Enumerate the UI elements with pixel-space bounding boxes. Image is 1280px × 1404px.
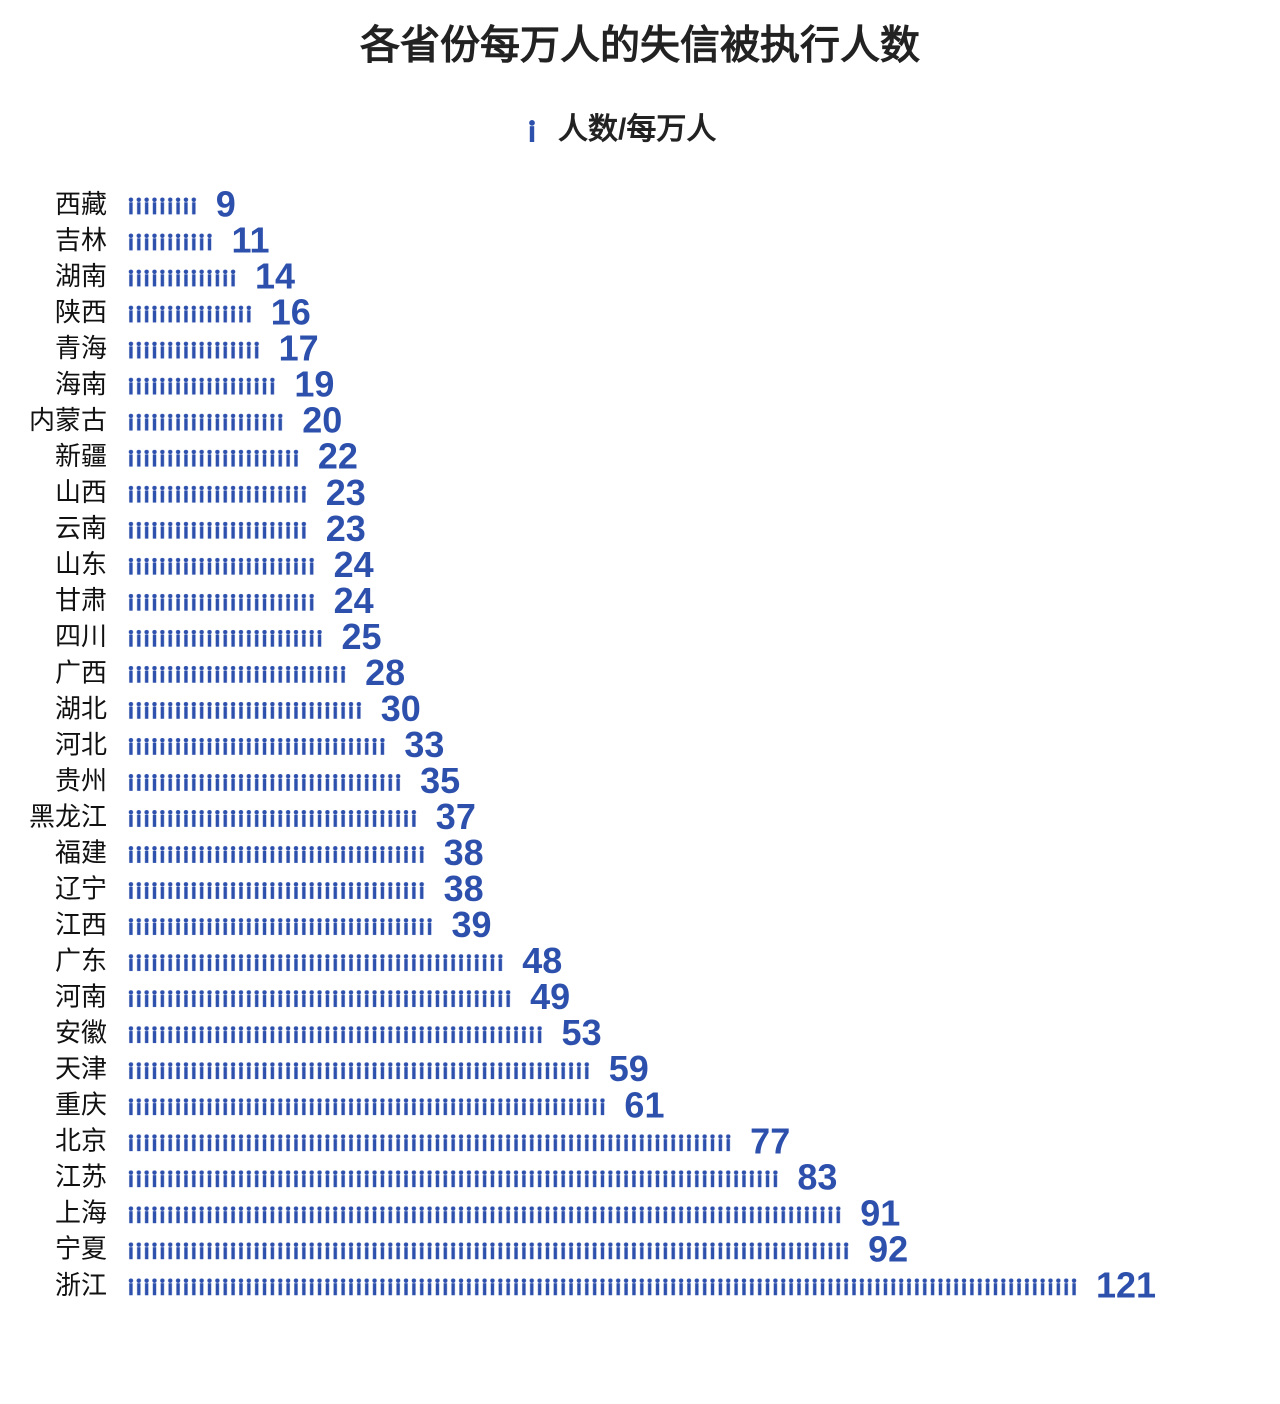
bar bbox=[127, 918, 434, 936]
category-label: 重庆 bbox=[55, 1090, 107, 1120]
value-label: 37 bbox=[436, 796, 476, 837]
category-label: 四川 bbox=[55, 621, 107, 651]
category-label: 浙江 bbox=[55, 1270, 107, 1300]
value-label: 19 bbox=[294, 364, 334, 405]
value-label: 61 bbox=[624, 1084, 664, 1125]
bar bbox=[127, 1278, 1078, 1296]
bar bbox=[127, 1098, 607, 1116]
category-label: 广西 bbox=[55, 657, 107, 687]
category-label: 辽宁 bbox=[55, 873, 107, 903]
category-label: 云南 bbox=[55, 513, 107, 543]
bar bbox=[127, 954, 505, 972]
value-label: 92 bbox=[868, 1228, 908, 1269]
bar bbox=[127, 449, 300, 467]
category-label: 贵州 bbox=[55, 765, 107, 795]
value-label: 25 bbox=[341, 616, 381, 657]
value-label: 16 bbox=[271, 292, 311, 333]
value-label: 35 bbox=[420, 760, 460, 801]
value-label: 11 bbox=[231, 220, 269, 261]
value-label: 83 bbox=[797, 1156, 837, 1197]
category-label: 河南 bbox=[55, 982, 107, 1012]
category-label: 广东 bbox=[55, 946, 107, 976]
legend: 人数/每万人 bbox=[529, 112, 716, 146]
chart-title: 各省份每万人的失信被执行人数 bbox=[360, 24, 920, 68]
bar bbox=[127, 1170, 780, 1188]
value-label: 23 bbox=[326, 472, 366, 513]
value-label: 77 bbox=[750, 1120, 790, 1161]
category-label: 西藏 bbox=[55, 189, 107, 219]
category-label: 新疆 bbox=[55, 441, 107, 471]
category-label: 陕西 bbox=[55, 297, 107, 327]
value-label: 14 bbox=[255, 256, 295, 297]
bar bbox=[127, 1026, 544, 1044]
legend-label: 人数/每万人 bbox=[558, 112, 716, 146]
category-label: 上海 bbox=[55, 1198, 107, 1228]
bar bbox=[127, 341, 261, 359]
bar bbox=[127, 737, 387, 755]
value-label: 38 bbox=[444, 832, 484, 873]
bar bbox=[127, 485, 308, 503]
bar bbox=[127, 1242, 851, 1260]
bar bbox=[127, 521, 308, 539]
category-label: 吉林 bbox=[55, 225, 107, 255]
category-label: 福建 bbox=[55, 837, 107, 867]
category-label: 湖北 bbox=[55, 693, 107, 723]
category-label: 天津 bbox=[55, 1054, 107, 1084]
category-label: 山东 bbox=[55, 549, 107, 579]
value-label: 17 bbox=[279, 328, 319, 369]
legend-icon bbox=[529, 120, 535, 142]
bar bbox=[127, 377, 277, 395]
value-label: 38 bbox=[444, 868, 484, 909]
value-label: 49 bbox=[530, 976, 570, 1017]
value-label: 33 bbox=[404, 724, 444, 765]
value-label: 121 bbox=[1096, 1264, 1156, 1305]
bar bbox=[127, 701, 363, 719]
value-label: 9 bbox=[216, 184, 236, 225]
value-label: 39 bbox=[452, 904, 492, 945]
bar bbox=[127, 413, 285, 431]
bar bbox=[127, 629, 324, 647]
category-label: 安徽 bbox=[55, 1018, 107, 1048]
bar bbox=[127, 990, 513, 1008]
bar bbox=[127, 665, 348, 683]
bar bbox=[127, 593, 316, 611]
bar bbox=[127, 1062, 591, 1080]
value-label: 24 bbox=[334, 580, 374, 621]
category-label: 内蒙古 bbox=[29, 405, 107, 435]
value-label: 28 bbox=[365, 652, 405, 693]
category-label: 宁夏 bbox=[55, 1234, 107, 1264]
value-label: 48 bbox=[522, 940, 562, 981]
bar bbox=[127, 197, 198, 215]
bar bbox=[127, 1134, 733, 1152]
value-label: 59 bbox=[609, 1048, 649, 1089]
bar bbox=[127, 810, 418, 828]
category-label: 海南 bbox=[55, 369, 107, 399]
value-label: 22 bbox=[318, 436, 358, 477]
category-label: 湖南 bbox=[55, 261, 107, 291]
value-label: 53 bbox=[562, 1012, 602, 1053]
value-label: 30 bbox=[381, 688, 421, 729]
bar bbox=[127, 557, 316, 575]
value-label: 23 bbox=[326, 508, 366, 549]
category-label: 江苏 bbox=[55, 1162, 107, 1192]
bar bbox=[127, 1206, 843, 1224]
category-label: 黑龙江 bbox=[29, 801, 107, 831]
bar bbox=[127, 773, 403, 791]
bar bbox=[127, 269, 238, 287]
bar bbox=[127, 846, 426, 864]
value-label: 91 bbox=[860, 1192, 900, 1233]
category-label: 山西 bbox=[55, 477, 107, 507]
category-label: 甘肃 bbox=[55, 585, 107, 615]
value-label: 24 bbox=[334, 544, 374, 585]
bar bbox=[127, 233, 214, 251]
category-label: 北京 bbox=[55, 1126, 107, 1156]
category-label: 江西 bbox=[55, 909, 107, 939]
value-label: 20 bbox=[302, 400, 342, 441]
bar bbox=[127, 882, 426, 900]
category-label: 河北 bbox=[55, 729, 107, 759]
category-label: 青海 bbox=[55, 333, 107, 363]
bar bbox=[127, 305, 253, 323]
